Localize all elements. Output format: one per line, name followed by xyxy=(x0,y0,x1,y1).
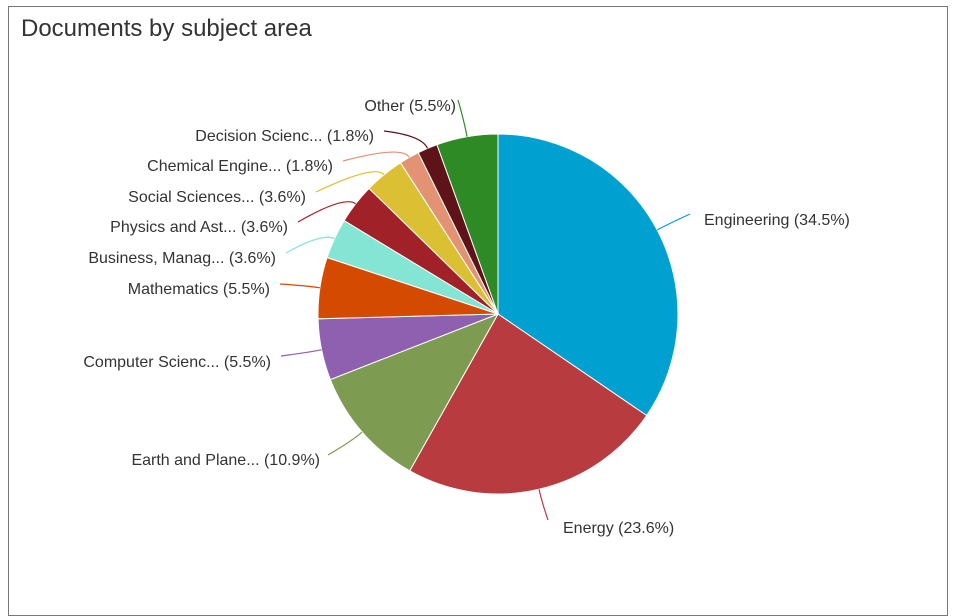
slice-leader-line xyxy=(457,99,468,137)
slice-leader-line xyxy=(383,130,429,149)
slice-leader-line xyxy=(327,431,363,456)
slice-leader-line xyxy=(285,236,335,254)
slice-leader-line xyxy=(342,151,410,162)
pie-slice[interactable] xyxy=(329,313,500,472)
slice-leader-line xyxy=(656,213,691,231)
slice-leader-line xyxy=(279,283,320,289)
slice-label: Business, Manag... (3.6%) xyxy=(88,250,276,267)
slice-leader-line xyxy=(538,489,549,521)
slice-leader-line xyxy=(280,349,322,357)
slice-label: Chemical Engine... (1.8%) xyxy=(147,158,333,175)
pie-slice[interactable] xyxy=(409,313,648,495)
slice-label: Physics and Ast... (3.6%) xyxy=(110,219,288,236)
chart-title: Documents by subject area xyxy=(21,15,312,42)
slice-label: Energy (23.6%) xyxy=(563,520,674,537)
slice-leader-line xyxy=(297,201,357,223)
slice-label: Engineering (34.5%) xyxy=(704,212,850,229)
slice-label: Other (5.5%) xyxy=(364,98,456,115)
slice-label: Social Sciences... (3.6%) xyxy=(128,189,306,206)
pie-slice[interactable] xyxy=(497,133,679,417)
slice-label: Mathematics (5.5%) xyxy=(128,281,270,298)
slice-label: Computer Scienc... (5.5%) xyxy=(83,354,271,371)
slice-label: Earth and Plane... (10.9%) xyxy=(131,452,320,469)
slice-leader-line xyxy=(315,171,385,193)
slice-label: Decision Scienc... (1.8%) xyxy=(195,128,374,145)
